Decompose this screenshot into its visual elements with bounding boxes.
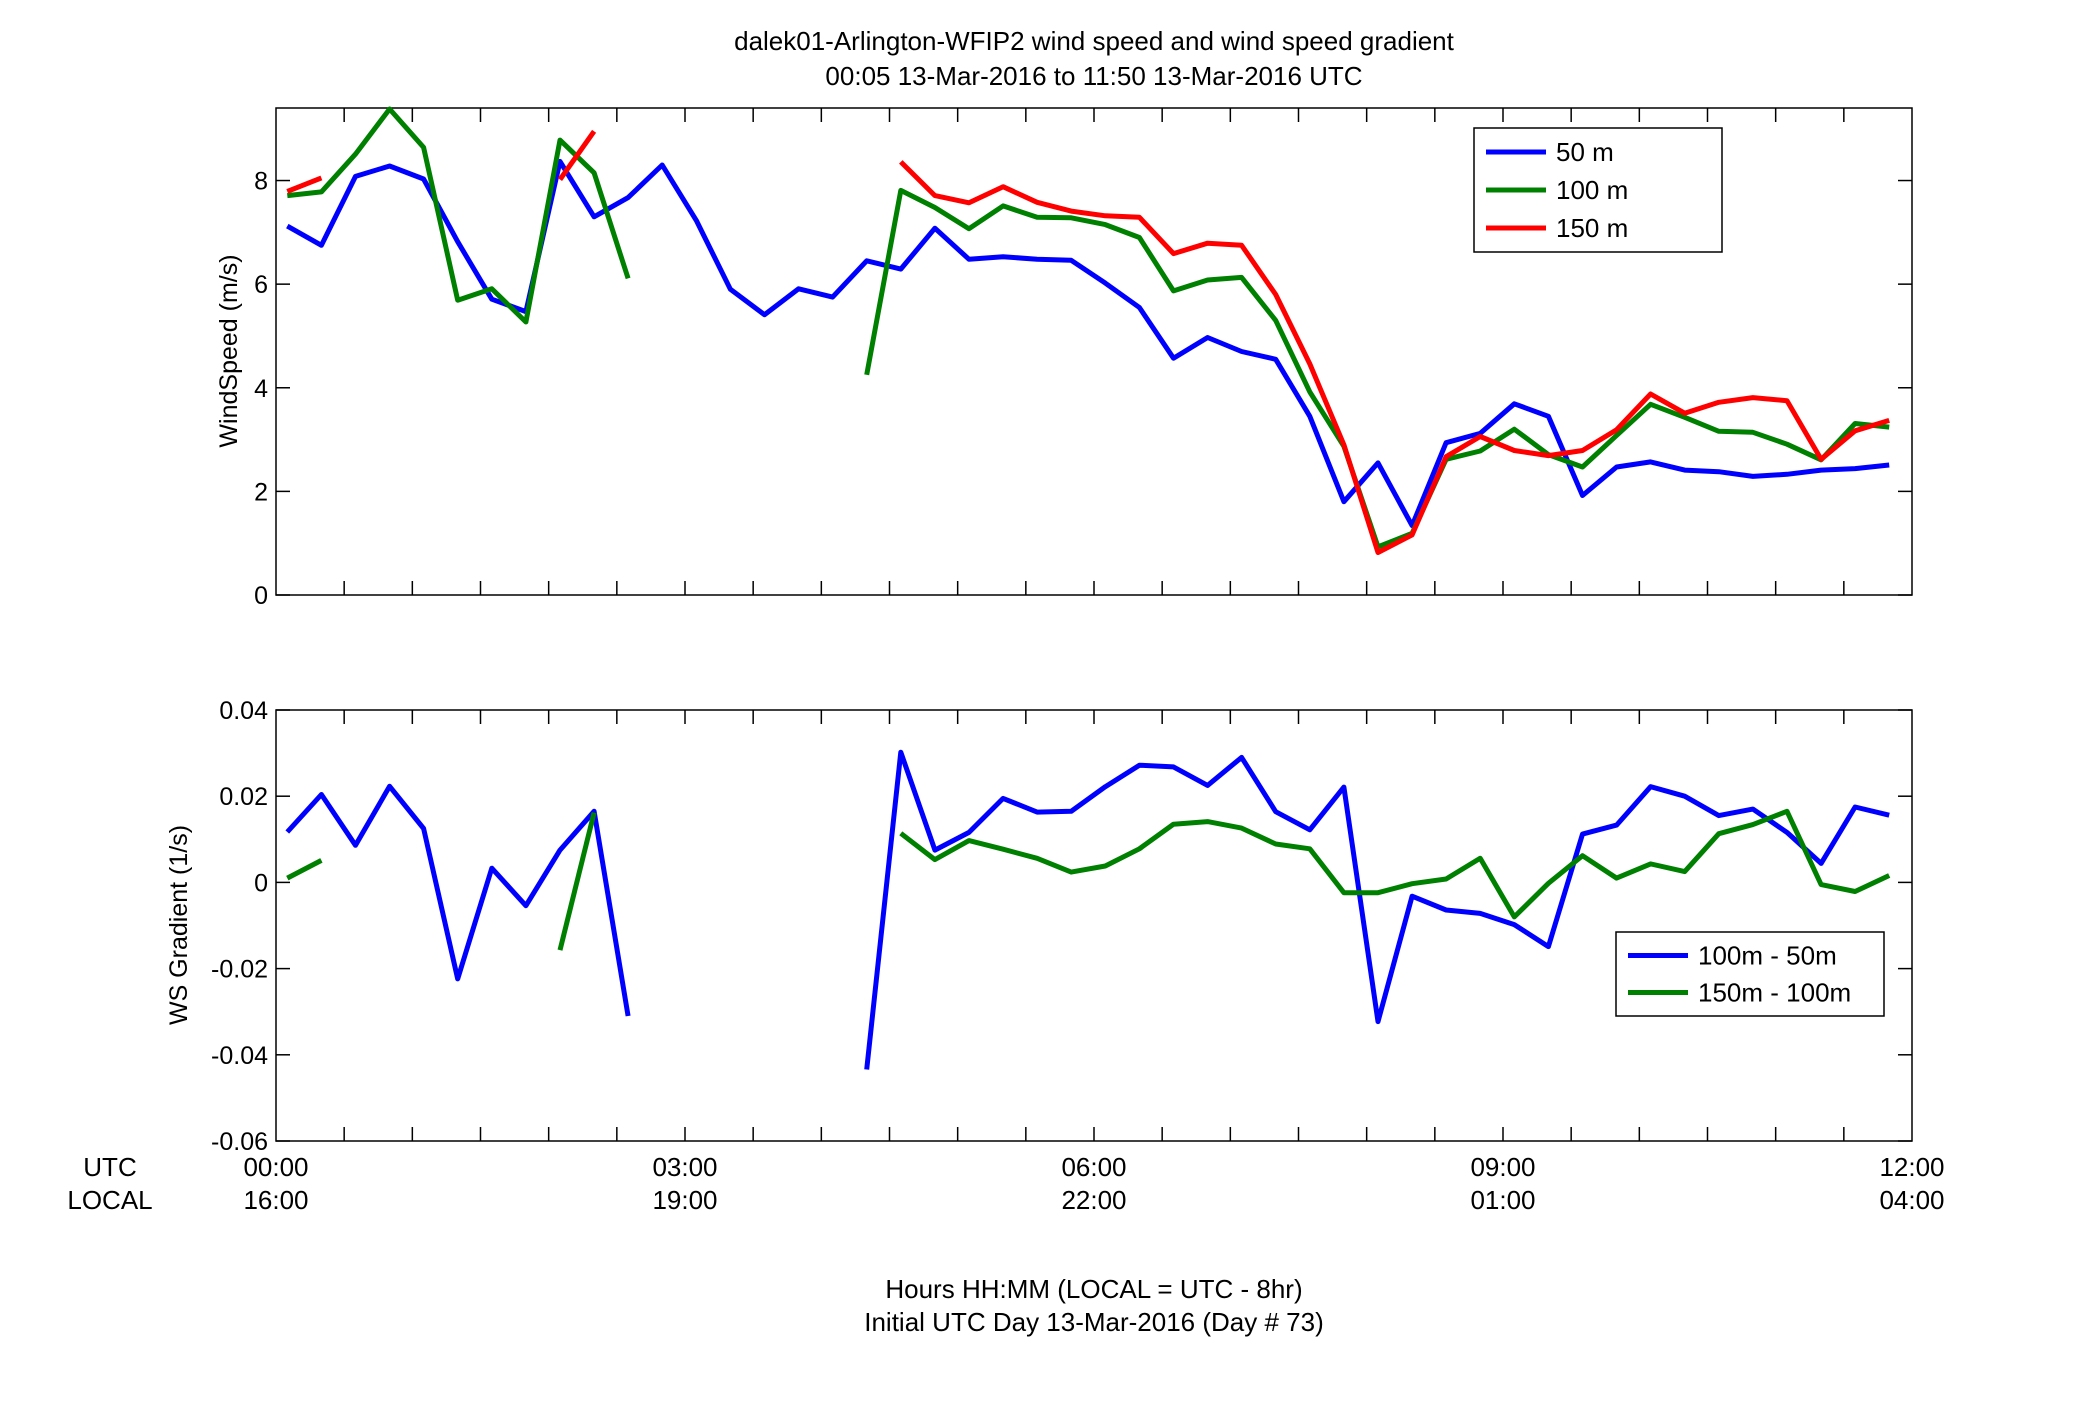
x-tick-label-local: 04:00 [1879,1185,1944,1215]
gradient-ticks: -0.06 -0.04 -0.02 0 0.02 0.04 [211,697,1912,1156]
windspeed-series-150-m-line [557,129,597,181]
chart-title-line1: dalek01-Arlington-WFIP2 wind speed and w… [734,26,1455,56]
gradient-legend-label: 150m - 100m [1698,978,1851,1008]
windspeed-series-100-m-line [287,106,631,325]
windspeed-series [286,106,1890,555]
gradient-axes-frame [275,709,1913,1142]
windspeed-y-axis-label: WindSpeed (m/s) [215,254,243,447]
gradient-y-tick-label: 0.04 [219,697,268,725]
gradient-series-150m-100m-line [557,811,597,951]
windspeed-legend-label: 100 m [1556,175,1628,205]
gradient-series-100m-50m-line [285,783,631,1017]
gradient-y-tick-label: 0 [254,869,268,897]
gradient-y-tick-label: 0.02 [219,783,268,811]
gradient-y-axis-label: WS Gradient (1/s) [165,825,193,1025]
windspeed-y-tick-label: 2 [254,478,268,506]
x-tick-label-utc: 06:00 [1061,1152,1126,1182]
gradient-legend: 100m - 50m 150m - 100m [1615,931,1885,1017]
windspeed-series-150-m-line [286,175,323,194]
gradient-y-tick-label: -0.06 [211,1128,268,1156]
x-tick-label-utc: 12:00 [1879,1152,1944,1182]
gradient-legend-box [1615,931,1885,1017]
windspeed-legend-label: 150 m [1556,213,1628,243]
utc-row-label: UTC [83,1152,136,1182]
x-tick-label-utc: 00:00 [243,1152,308,1182]
x-tick-label-local: 19:00 [652,1185,717,1215]
windspeed-y-tick-label: 6 [254,271,268,299]
windspeed-ticks: 0 2 4 6 8 [254,108,1912,610]
windspeed-y-tick-label: 4 [254,375,268,403]
gradient-panel: -0.06 -0.04 -0.02 0 0.02 0.04 WS Gradient (1/… [165,697,1913,1156]
local-row-label: LOCAL [67,1185,152,1215]
windspeed-y-tick-label: 8 [254,168,268,196]
gradient-legend-label: 100m - 50m [1698,941,1837,971]
windspeed-legend-label: 50 m [1556,137,1614,167]
gradient-series-150m-100m-line [899,808,1891,920]
gradient-y-tick-label: -0.02 [211,956,268,984]
windspeed-series-50-m-line [286,158,1890,529]
gradient-series-150m-100m-line [286,858,323,881]
x-tick-label-local: 22:00 [1061,1185,1126,1215]
x-tick-label-local: 01:00 [1470,1185,1535,1215]
x-tick-label-utc: 09:00 [1470,1152,1535,1182]
windspeed-legend: 50 m 100 m 150 m [1473,127,1723,253]
chart-title-line2: 00:05 13-Mar-2016 to 11:50 13-Mar-2016 U… [825,61,1362,91]
gradient-y-tick-label: -0.04 [211,1042,268,1070]
gradient-series-100m-50m-line [864,749,1890,1070]
windspeed-y-tick-label: 0 [254,582,268,610]
x-tick-label-utc: 03:00 [652,1152,717,1182]
gradient-series [285,749,1891,1070]
x-tick-label-local: 16:00 [243,1185,308,1215]
windspeed-panel: 0 2 4 6 8 WindSpeed (m/s) 50 m 100 m 150 m [215,106,1913,610]
x-axis-label-line1: Hours HH:MM (LOCAL = UTC - 8hr) [885,1274,1302,1304]
windspeed-series-150-m-line [899,160,1890,555]
x-axis-label-line2: Initial UTC Day 13-Mar-2016 (Day # 73) [864,1307,1324,1337]
